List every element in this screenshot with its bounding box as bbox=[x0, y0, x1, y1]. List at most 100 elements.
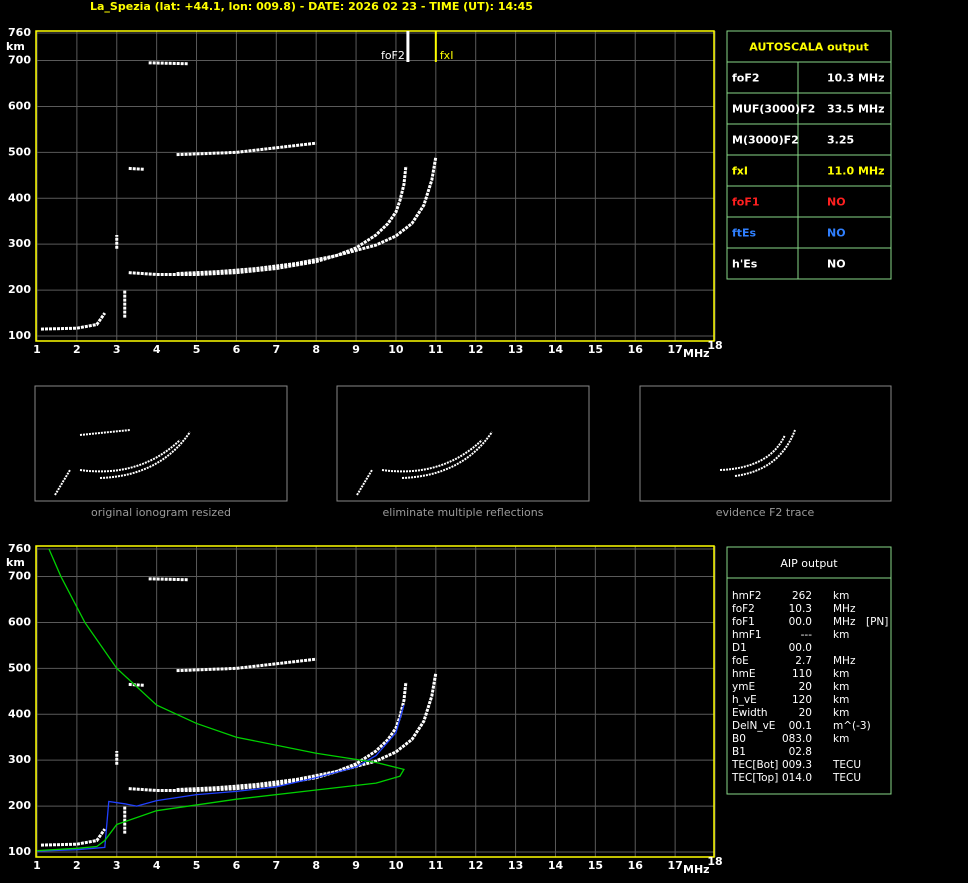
aip-cell: km bbox=[833, 668, 849, 680]
aip-cell: hmE bbox=[732, 668, 756, 680]
aip-cell: foF1 bbox=[732, 616, 755, 628]
thumbnail-caption: original ionogram resized bbox=[91, 506, 231, 519]
aip-cell: TEC[Bot] bbox=[731, 759, 778, 771]
x-tick-label: 7 bbox=[272, 859, 280, 872]
y-axis-label: km bbox=[6, 40, 25, 53]
aip-frame bbox=[726, 546, 892, 795]
echo-trace bbox=[176, 672, 438, 792]
x-tick-label: 3 bbox=[113, 343, 121, 356]
x-tick-label: 17 bbox=[667, 343, 682, 356]
y-tick-label: 100 bbox=[8, 329, 31, 342]
table-value: NO bbox=[827, 258, 846, 271]
header-title: La_Spezia (lat: +44.1, lon: 009.8) - DAT… bbox=[90, 0, 533, 13]
table-value: 10.3 MHz bbox=[827, 72, 885, 85]
x-tick-label: 18 bbox=[707, 855, 722, 868]
aip-cell: m^(-3) bbox=[833, 720, 871, 732]
y-tick-label: 400 bbox=[8, 191, 31, 204]
frequency-marker-label: foF2 bbox=[381, 49, 405, 62]
profile-curve bbox=[36, 548, 405, 852]
aip-cell: 2.7 bbox=[795, 655, 812, 667]
aip-cell: 083.0 bbox=[782, 733, 812, 745]
table-value: NO bbox=[827, 227, 846, 240]
echo-trace bbox=[176, 141, 317, 157]
x-tick-label: 6 bbox=[233, 859, 241, 872]
aip-cell: km bbox=[833, 733, 849, 745]
aip-cell: hmF1 bbox=[732, 629, 762, 641]
aip-cell: MHz bbox=[833, 603, 856, 615]
x-tick-label: 18 bbox=[707, 339, 722, 352]
x-tick-label: 15 bbox=[588, 343, 603, 356]
y-tick-label: 300 bbox=[8, 237, 31, 250]
x-tick-label: 11 bbox=[428, 343, 443, 356]
y-tick-label: 200 bbox=[8, 799, 31, 812]
x-tick-label: 3 bbox=[113, 859, 121, 872]
y-tick-label: 200 bbox=[8, 283, 31, 296]
table-value: NO bbox=[827, 196, 846, 209]
aip-cell: 110 bbox=[792, 668, 812, 680]
echo-trace bbox=[128, 681, 408, 792]
x-tick-label: 13 bbox=[508, 343, 523, 356]
x-tick-label: 15 bbox=[588, 859, 603, 872]
table-name: M(3000)F2 bbox=[732, 134, 799, 147]
aip-cell: 262 bbox=[792, 590, 812, 602]
x-tick-label: 10 bbox=[388, 343, 404, 356]
x-tick-label: 2 bbox=[73, 343, 81, 356]
aip-cell: km bbox=[833, 629, 849, 641]
x-tick-label: 2 bbox=[73, 859, 81, 872]
aip-cell: 20 bbox=[799, 707, 812, 719]
profile-curve bbox=[36, 704, 405, 852]
thumbnail-trace bbox=[356, 431, 493, 496]
x-axis-label: MHz bbox=[683, 863, 710, 876]
echo-trace bbox=[128, 682, 145, 687]
thumbnail-frame bbox=[336, 385, 590, 502]
table-name: foF1 bbox=[732, 196, 760, 209]
echo-trace bbox=[148, 61, 189, 66]
x-tick-label: 11 bbox=[428, 859, 443, 872]
aip-cell: MHz bbox=[833, 655, 856, 667]
aip-cell: hmF2 bbox=[732, 590, 762, 602]
aip-cell: h_vE bbox=[732, 694, 757, 706]
aip-cell: km bbox=[833, 681, 849, 693]
x-tick-label: 6 bbox=[233, 343, 241, 356]
y-tick-label: 400 bbox=[8, 707, 31, 720]
x-tick-label: 4 bbox=[153, 859, 161, 872]
y-tick-label: 700 bbox=[8, 54, 31, 67]
thumbnail-frame bbox=[639, 385, 892, 502]
aip-cell: D1 bbox=[732, 642, 747, 654]
x-tick-label: 4 bbox=[153, 343, 161, 356]
plot-frame bbox=[35, 545, 715, 858]
thumbnails bbox=[34, 385, 892, 502]
table-name: fxI bbox=[732, 165, 748, 178]
y-tick-label: 100 bbox=[8, 845, 31, 858]
aip-cell: km bbox=[833, 707, 849, 719]
aip-cell: --- bbox=[801, 629, 813, 641]
thumbnail-caption: eliminate multiple reflections bbox=[383, 506, 544, 519]
plot-frame bbox=[35, 30, 715, 342]
table-title: AUTOSCALA output bbox=[749, 41, 868, 54]
aip-cell: TEC[Top] bbox=[731, 772, 778, 784]
aip-cell: 00.0 bbox=[789, 616, 812, 628]
aip-cell: DelN_vE bbox=[732, 720, 775, 732]
echo-trace bbox=[128, 165, 408, 276]
aip-cell: 02.8 bbox=[789, 746, 812, 758]
aip-cell: ymE bbox=[732, 681, 755, 693]
aip-cell: 10.3 bbox=[789, 603, 812, 615]
aip-cell: [PN] bbox=[866, 616, 888, 628]
x-axis-label: MHz bbox=[683, 347, 710, 360]
y-tick-label: 600 bbox=[8, 99, 31, 112]
x-tick-label: 7 bbox=[272, 343, 280, 356]
aip-cell: 00.0 bbox=[789, 642, 812, 654]
aip-cell: km bbox=[833, 694, 849, 706]
echo-trace bbox=[176, 156, 438, 276]
aip-cell: TECU bbox=[832, 759, 861, 771]
table-name: foF2 bbox=[732, 72, 760, 85]
x-tick-label: 10 bbox=[388, 859, 404, 872]
x-tick-label: 16 bbox=[628, 859, 644, 872]
table-name: MUF(3000)F2 bbox=[732, 103, 815, 116]
x-tick-label: 9 bbox=[352, 859, 360, 872]
echo-trace bbox=[176, 657, 317, 673]
table-value: 33.5 MHz bbox=[827, 103, 885, 116]
table-name: ftEs bbox=[732, 227, 757, 240]
